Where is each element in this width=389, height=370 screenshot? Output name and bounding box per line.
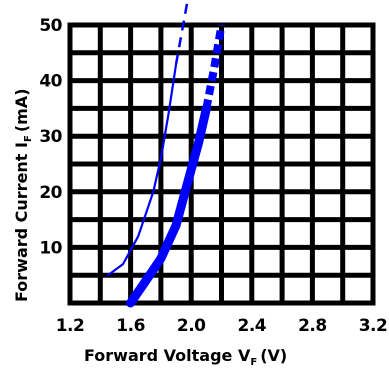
series-curve-2 bbox=[126, 103, 211, 308]
x-axis-title: Forward Voltage VF (V) bbox=[84, 346, 287, 368]
x-tick-label: 3.2 bbox=[359, 316, 388, 336]
y-tick-labels: 10 20 30 40 50 bbox=[39, 16, 63, 258]
y-axis-title: Forward Current IF(mA) bbox=[12, 88, 34, 302]
y-tick-label: 20 bbox=[39, 183, 62, 203]
y-tick-label: 50 bbox=[39, 16, 62, 36]
y-tick-label: 40 bbox=[39, 72, 62, 92]
series-curve-1 bbox=[106, 62, 178, 277]
x-tick-labels: 1.2 1.6 2.0 2.4 2.8 3.2 bbox=[56, 316, 388, 336]
y-tick-label: 10 bbox=[39, 238, 62, 258]
series-layer bbox=[106, 0, 226, 308]
x-tick-label: 2.8 bbox=[298, 316, 327, 336]
x-tick-label: 2.0 bbox=[177, 316, 206, 336]
grid bbox=[67, 22, 376, 306]
series-curve-1-dashed-extension bbox=[174, 0, 189, 65]
x-tick-label: 1.2 bbox=[56, 316, 85, 336]
y-tick-label: 30 bbox=[39, 127, 62, 147]
x-tick-label: 1.6 bbox=[116, 316, 145, 336]
x-tick-label: 2.4 bbox=[237, 316, 266, 336]
x-axis-title-subscript: F bbox=[250, 357, 257, 368]
y-axis-title-subscript: F bbox=[23, 135, 34, 142]
